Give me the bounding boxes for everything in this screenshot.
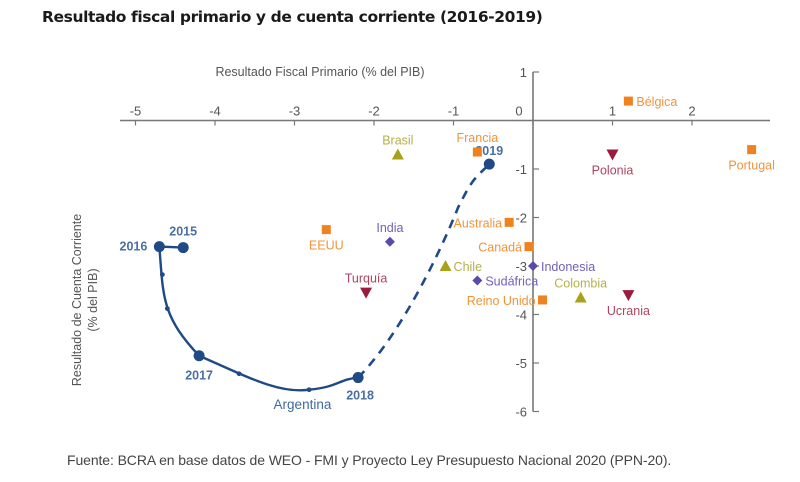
- y-tick-label: -4: [515, 308, 527, 323]
- y-axis-label-line-1: Resultado de Cuenta Corriente: [70, 214, 84, 386]
- x-tick-label: -4: [209, 104, 221, 119]
- marker-belgica: [623, 96, 633, 106]
- argentina-year-label: 2015: [169, 225, 197, 239]
- y-axis-label: Resultado de Cuenta Corriente (% del PIB…: [70, 214, 100, 386]
- label-portugal: Portugal: [728, 159, 775, 173]
- marker-chile: [439, 260, 452, 271]
- marker-australia: [504, 217, 514, 227]
- argentina-series: 2015 2016 2017 2018 2019 Argentina: [120, 144, 504, 412]
- argentina-point-2019: [483, 158, 495, 170]
- marker-colombia: [574, 291, 587, 303]
- x-tick-label: -1: [448, 104, 460, 119]
- label-turquia: Turquía: [345, 272, 388, 286]
- label-reino-unido: Reino Unido: [467, 294, 536, 308]
- y-tick-label: -1: [515, 162, 527, 177]
- x-tick-label: 0: [515, 104, 522, 119]
- chart-title: Resultado fiscal primario y de cuenta co…: [42, 8, 543, 26]
- marker-portugal: [747, 145, 757, 155]
- x-tick-label: 1: [609, 104, 616, 119]
- source-note: Fuente: BCRA en base datos de WEO - FMI …: [67, 452, 672, 468]
- label-colombia: Colombia: [554, 277, 607, 291]
- label-canada: Canadá: [478, 241, 522, 255]
- axes: -5 -4 -3 -2 -1 0 1 2 1 -1 -2 -3 -4 -5 -6: [120, 65, 770, 420]
- marker-reino-unido: [538, 295, 548, 305]
- marker-indonesia: [528, 261, 538, 271]
- label-ucrania: Ucrania: [607, 304, 650, 318]
- x-tick-label: -3: [289, 104, 301, 119]
- label-eeuu: EEUU: [309, 239, 344, 253]
- argentina-year-label: 2016: [120, 240, 148, 254]
- marker-polonia: [606, 149, 619, 161]
- marker-canada: [524, 242, 534, 252]
- y-tick-label: -2: [515, 211, 527, 226]
- argentina-year-label: 2018: [346, 389, 374, 403]
- x-tick-label: -2: [368, 104, 380, 119]
- argentina-year-label: 2019: [475, 144, 503, 158]
- argentina-label: Argentina: [274, 397, 332, 412]
- argentina-arrow-marker: [306, 387, 312, 393]
- label-sudafrica: Sudáfrica: [485, 275, 538, 289]
- label-indonesia: Indonesia: [541, 260, 595, 274]
- label-belgica: Bélgica: [636, 95, 677, 109]
- y-tick-label: -6: [515, 405, 527, 420]
- y-tick-label: -5: [515, 356, 527, 371]
- y-tick-label: -3: [515, 259, 527, 274]
- label-francia: Francia: [457, 131, 499, 145]
- y-tick-label: 1: [520, 65, 527, 80]
- argentina-point-2018: [352, 372, 364, 384]
- label-australia: Australia: [454, 216, 503, 230]
- x-axis-label: Resultado Fiscal Primario (% del PIB): [215, 65, 424, 79]
- y-axis-label-line-2: (% del PIB): [86, 268, 100, 331]
- marker-francia: [472, 147, 482, 157]
- argentina-arrow-marker: [164, 306, 170, 311]
- label-chile: Chile: [454, 260, 483, 274]
- label-brasil: Brasil: [382, 133, 413, 147]
- argentina-year-label: 2017: [185, 369, 213, 383]
- argentina-line-dashed: [357, 163, 491, 379]
- argentina-point-2016: [153, 241, 165, 253]
- marker-india: [384, 236, 395, 247]
- marker-brasil: [391, 148, 404, 160]
- argentina-arrow-marker: [236, 371, 242, 377]
- marker-sudafrica: [472, 275, 483, 286]
- country-points: Bélgica Portugal Polonia Francia Brasil Austr…: [309, 95, 775, 318]
- marker-turquia: [360, 287, 373, 299]
- marker-eeuu: [321, 225, 331, 235]
- argentina-arrow-marker: [159, 272, 165, 277]
- label-india: India: [376, 221, 403, 235]
- marker-ucrania: [622, 290, 635, 302]
- argentina-point-2017: [193, 350, 205, 362]
- label-polonia: Polonia: [592, 163, 634, 177]
- x-tick-label: -5: [130, 104, 142, 119]
- argentina-point-2015: [177, 242, 189, 254]
- x-tick-label: 2: [688, 104, 695, 119]
